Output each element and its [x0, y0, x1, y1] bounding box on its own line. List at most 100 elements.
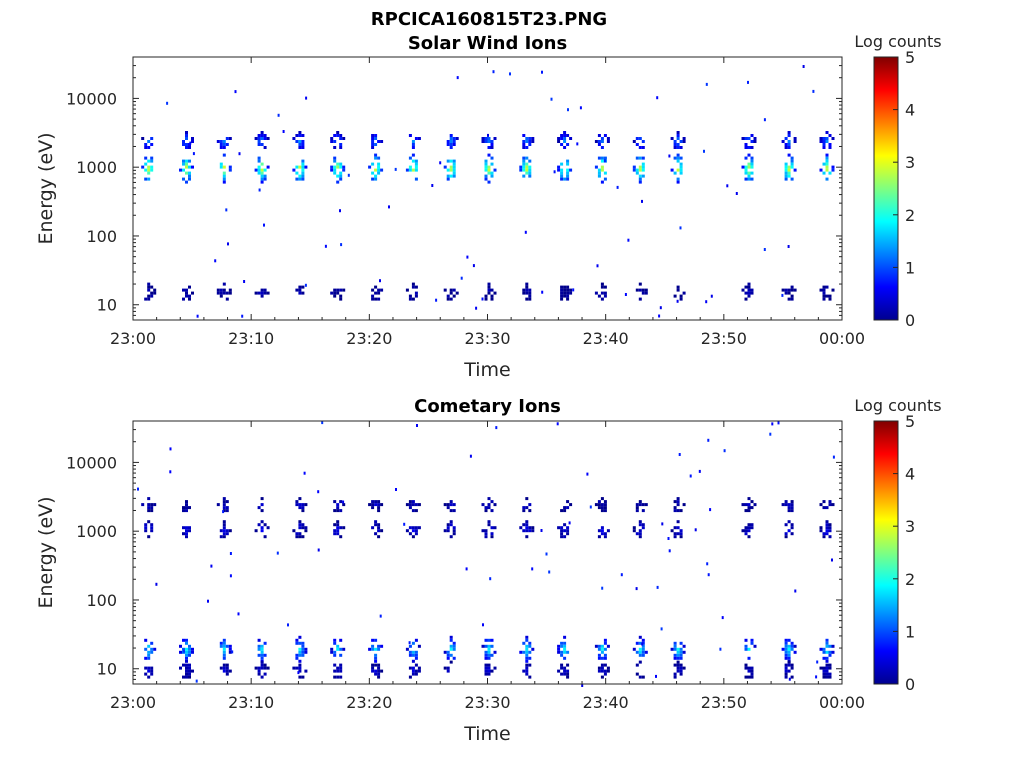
spectrogram-cell — [747, 162, 751, 166]
spectrogram-cell — [263, 223, 265, 227]
spectrogram-cell — [179, 644, 182, 648]
spectrogram-cell — [304, 503, 308, 507]
spectrogram-cell — [750, 506, 754, 510]
spectrogram-cell — [603, 291, 607, 295]
spectrogram-cell — [147, 509, 151, 513]
spectrogram-cell — [374, 672, 378, 676]
spectrogram-cell — [446, 159, 450, 163]
spectrogram-cell — [828, 171, 832, 175]
spectrogram-cell — [257, 143, 261, 146]
spectrogram-cell — [449, 647, 453, 651]
spectrogram-cell — [632, 165, 636, 169]
spectrogram-cell — [560, 288, 564, 292]
spectrogram-cell — [679, 156, 683, 160]
spectrogram-cell — [784, 165, 788, 169]
spectrogram-cell — [676, 660, 680, 664]
spectrogram-cell — [676, 526, 680, 530]
colorbar-tick-label: 0 — [905, 675, 915, 694]
spectrogram-cell — [449, 635, 453, 639]
spectrogram-cell — [566, 532, 570, 536]
spectrogram-cell — [635, 672, 639, 676]
spectrogram-cell — [339, 294, 343, 298]
spectrogram-cell — [667, 537, 670, 540]
spectrogram-cell — [487, 656, 491, 660]
spectrogram-cell — [490, 500, 494, 504]
spectrogram-cell — [600, 168, 604, 172]
spectrogram-cell — [638, 146, 642, 149]
spectrogram-cell — [490, 535, 494, 539]
spectrogram-cell — [185, 509, 188, 513]
spectrogram-cell — [452, 137, 456, 140]
spectrogram-cell — [411, 153, 415, 157]
spectrogram-cell — [528, 650, 532, 654]
spectrogram-cell — [522, 506, 526, 510]
spectrogram-cell — [525, 656, 529, 660]
spectrogram-cell — [260, 497, 264, 501]
spectrogram-cell — [257, 168, 261, 172]
spectrogram-cell — [260, 529, 264, 533]
spectrogram-cell — [414, 532, 418, 536]
spectrogram-cell — [411, 669, 415, 673]
spectrogram-cell — [374, 134, 378, 137]
spectrogram-cell — [257, 134, 261, 137]
spectrogram-cell — [670, 168, 674, 172]
spectrogram-cell — [726, 184, 729, 188]
spectrogram-cell — [452, 641, 456, 645]
spectrogram-cell — [603, 656, 607, 660]
spectrogram-cell — [566, 669, 570, 673]
spectrogram-cell — [417, 137, 421, 140]
spectrogram-cell — [747, 666, 751, 670]
spectrogram-cell — [484, 663, 488, 667]
spectrogram-cell — [219, 143, 223, 146]
spectrogram-cell — [641, 168, 645, 172]
spectrogram-cell — [411, 509, 415, 513]
spectrogram-cell — [676, 656, 680, 660]
spectrogram-cell — [414, 656, 418, 660]
spectrogram-cell — [301, 644, 305, 648]
spectrogram-cell — [679, 650, 683, 654]
spectrogram-cell — [192, 152, 195, 156]
spectrogram-cell — [641, 199, 643, 203]
spectrogram-cell — [566, 675, 570, 679]
spectrogram-cell — [484, 650, 488, 654]
spectrogram-cell — [219, 294, 223, 298]
spectrogram-cell — [793, 288, 797, 292]
spectrogram-cell — [254, 168, 258, 172]
spectrogram-cell — [377, 500, 381, 504]
spectrogram-cell — [638, 180, 642, 184]
spectrogram-cell — [825, 294, 829, 298]
spectrogram-cell — [563, 506, 567, 510]
spectrogram-cell — [150, 647, 154, 651]
spectrogram-cell — [825, 532, 829, 536]
spectrogram-cell — [169, 470, 172, 474]
spectrogram-cell — [822, 675, 826, 679]
spectrogram-cell — [822, 297, 826, 301]
spectrogram-cell — [787, 146, 791, 149]
spectrogram-cell — [822, 285, 826, 289]
spectrogram-cell — [525, 171, 529, 175]
spectrogram-cell — [635, 509, 639, 513]
spectrogram-cell — [831, 288, 835, 292]
spectrogram-cell — [301, 653, 305, 657]
spectrogram-cell — [185, 669, 188, 673]
spectrogram-cell — [822, 171, 826, 175]
spectrogram-cell — [371, 297, 375, 301]
spectrogram-cell — [676, 532, 680, 536]
spectrogram-cell — [744, 285, 748, 289]
spectrogram-cell — [828, 675, 832, 679]
spectrogram-cell — [260, 143, 264, 146]
spectrogram-cell — [641, 647, 645, 651]
spectrogram-cell — [487, 663, 491, 667]
spectrogram-cell — [228, 168, 232, 172]
spectrogram-cell — [144, 168, 148, 172]
spectrogram-cell — [336, 675, 340, 679]
spectrogram-cell — [744, 503, 748, 507]
spectrogram-cell — [638, 165, 642, 169]
spectrogram-cell — [673, 156, 677, 160]
spectrogram-cell — [147, 675, 151, 679]
spectrogram-cell — [784, 656, 788, 660]
spectrogram-cell — [822, 162, 826, 166]
spectrogram-cell — [219, 146, 223, 149]
spectrogram-cell — [735, 192, 738, 195]
